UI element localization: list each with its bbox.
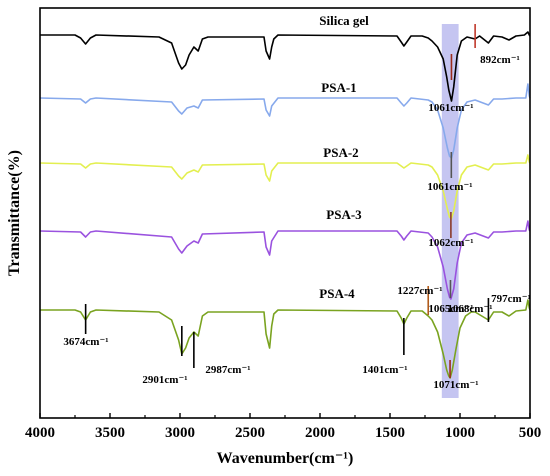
series-line-1 xyxy=(40,31,531,102)
series-label-5: PSA-4 xyxy=(319,286,355,301)
series-label-2: PSA-1 xyxy=(321,80,356,95)
peak-label-2901: 2901cm⁻¹ xyxy=(142,374,187,386)
series-line-4 xyxy=(39,220,531,300)
series-line-2 xyxy=(39,83,531,159)
x-tick-label-4000: 4000 xyxy=(25,425,55,441)
y-axis-title: Transmittance(%) xyxy=(6,150,23,276)
x-tick-label-3000: 3000 xyxy=(165,425,195,441)
x-tick-label-2000: 2000 xyxy=(305,425,335,441)
x-axis-title: Wavenumber(cm⁻¹) xyxy=(217,450,354,467)
peak-label-1068: 1068cm⁻¹ xyxy=(447,303,492,315)
peak-label-797: 797cm⁻¹ xyxy=(491,293,531,305)
peak-label-1065: 1065cm⁻¹ xyxy=(428,303,473,315)
series-label-3: PSA-2 xyxy=(323,145,358,160)
peak-label-1401: 1401cm⁻¹ xyxy=(362,364,407,376)
peak-label-1227: 1227cm⁻¹ xyxy=(397,285,442,297)
peak-label-2987: 2987cm⁻¹ xyxy=(205,364,250,376)
series-label-1: Silica gel xyxy=(319,13,369,28)
peak-label-3674: 3674cm⁻¹ xyxy=(63,336,108,348)
peak-label-1062: 1062cm⁻¹ xyxy=(428,237,473,249)
peak-label-892: 892cm⁻¹ xyxy=(480,54,520,66)
peak-label-1071: 1071cm⁻¹ xyxy=(433,379,478,391)
series-label-4: PSA-3 xyxy=(326,207,362,222)
x-tick-label-1000: 1000 xyxy=(445,425,475,441)
x-tick-label-500: 500 xyxy=(519,425,542,441)
series-line-3 xyxy=(39,154,531,220)
x-tick-label-1500: 1500 xyxy=(375,425,405,441)
peak-label-1061: 1061cm⁻¹ xyxy=(428,102,473,114)
highlight-band xyxy=(441,24,459,398)
x-tick-label-3500: 3500 xyxy=(95,425,125,441)
series-line-5 xyxy=(40,299,531,379)
peak-label-1061: 1061cm⁻¹ xyxy=(427,181,472,193)
x-tick-label-2500: 2500 xyxy=(235,425,265,441)
